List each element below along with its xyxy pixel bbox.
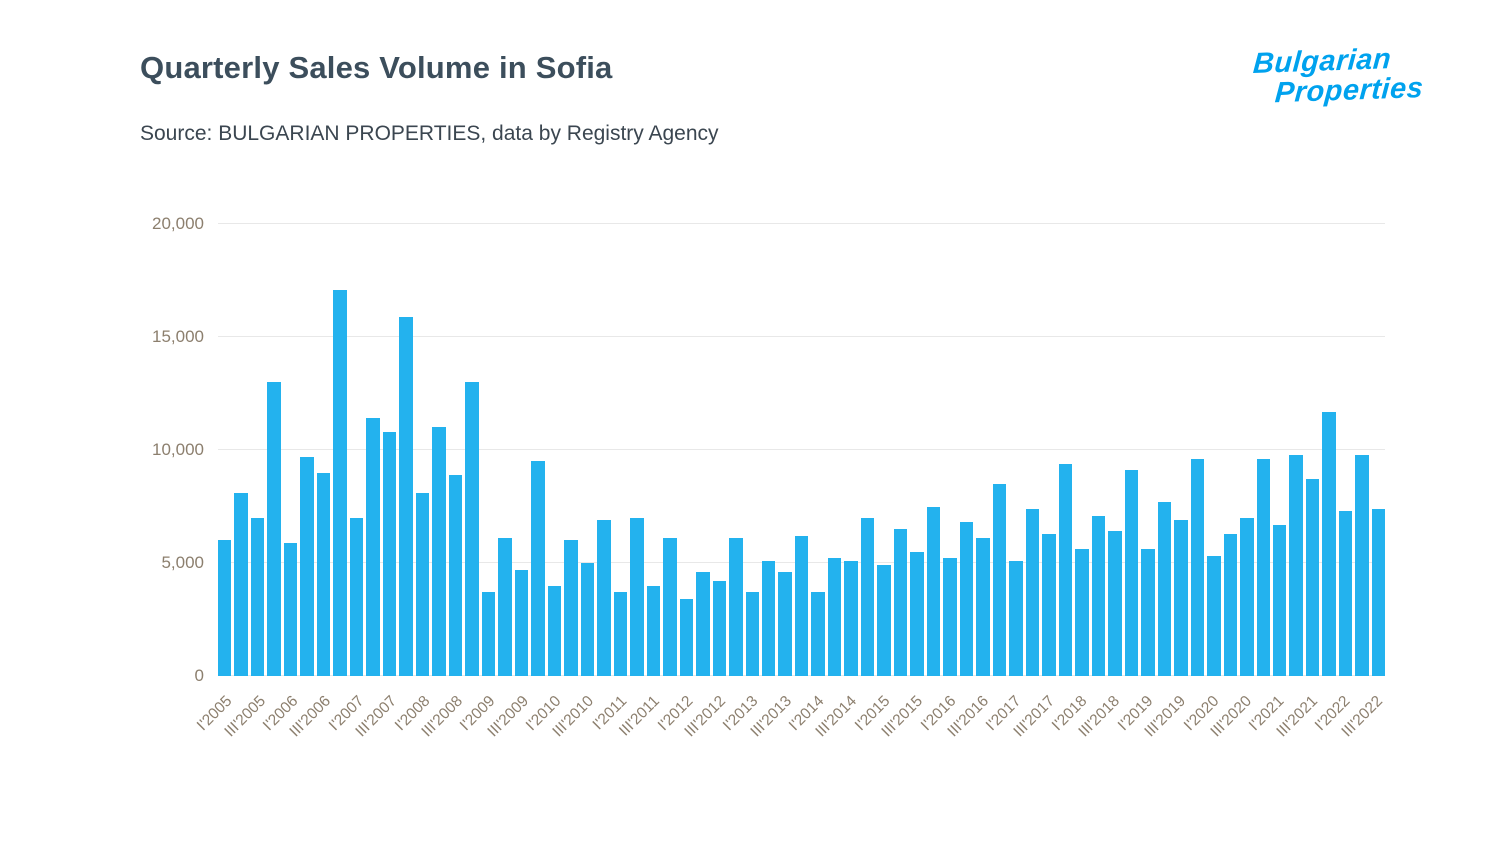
brand-logo: Bulgarian Properties [1249,43,1426,109]
bar-I'2021[interactable] [1273,524,1287,676]
bar-I'2006[interactable] [283,542,298,676]
bar-I'2017[interactable] [1009,560,1023,676]
y-axis-tick-label: 15,000 [152,327,204,346]
bar-I'2022[interactable] [1338,511,1353,676]
bar-IV'2013[interactable] [794,535,809,676]
bar-IV'2011[interactable] [663,538,677,676]
bar-chart: 0 5,000 10,000 15,000 20,000 I'2005 III'2005 I… [152,214,1386,740]
bar-II'2007[interactable] [366,418,380,676]
bar-IV'2008[interactable] [465,382,479,676]
bar-II'2009[interactable] [498,538,512,676]
y-axis-tick-label: 0 [194,666,204,685]
bar-I'2009[interactable] [481,592,496,676]
bar-III'2019[interactable] [1174,520,1188,676]
bar-III'2007[interactable] [382,431,397,676]
bar-II'2019[interactable] [1157,501,1172,676]
bar-IV'2016[interactable] [992,483,1007,676]
bar-II'2017[interactable] [1025,508,1040,676]
bar-III'2010[interactable] [580,563,595,676]
bar-II'2008[interactable] [432,427,446,676]
page-title: Quarterly Sales Volume in Sofia [140,50,613,85]
bar-III'2009[interactable] [514,569,529,676]
gridline [218,449,1385,450]
bar-II'2018[interactable] [1091,515,1106,676]
bar-IV'2014[interactable] [860,517,875,676]
bar-I'2020[interactable] [1207,556,1221,676]
bar-IV'2017[interactable] [1058,463,1073,676]
bar-I'2010[interactable] [547,585,562,676]
bar-II'2022[interactable] [1355,454,1369,676]
bar-III'2021[interactable] [1305,479,1320,676]
bar-I'2008[interactable] [415,492,430,676]
bar-II'2013[interactable] [761,560,776,676]
bar-II'2006[interactable] [300,456,314,676]
bar-I'2018[interactable] [1075,549,1089,676]
bar-IV'2007[interactable] [399,316,413,676]
plot-area [218,224,1386,676]
bar-I'2013[interactable] [745,592,759,676]
bar-III'2016[interactable] [976,538,990,676]
bar-II'2015[interactable] [893,529,908,676]
bar-III'2005[interactable] [250,517,265,676]
bar-I'2005[interactable] [218,540,232,676]
bar-IV'2006[interactable] [333,289,347,676]
bar-II'2021[interactable] [1289,454,1303,676]
bar-III'2014[interactable] [844,560,858,676]
bar-III'2008[interactable] [448,474,463,676]
bar-IV'2015[interactable] [926,506,941,676]
bar-I'2014[interactable] [811,592,825,676]
bar-III'2022[interactable] [1371,508,1386,676]
bar-II'2012[interactable] [696,572,710,676]
bar-III'2015[interactable] [910,551,924,676]
bar-IV'2018[interactable] [1124,470,1139,676]
bar-I'2011[interactable] [613,592,628,676]
y-axis-tick-label: 20,000 [152,214,204,233]
bar-IV'2019[interactable] [1190,459,1205,676]
bar-IV'2021[interactable] [1322,411,1336,676]
bar-I'2019[interactable] [1141,549,1155,676]
bar-III'2011[interactable] [646,585,661,676]
bar-III'2006[interactable] [316,472,331,676]
source-caption: Source: BULGARIAN PROPERTIES, data by Re… [140,122,719,145]
bar-IV'2009[interactable] [531,461,545,676]
bar-II'2011[interactable] [630,517,644,676]
x-axis: I'2005 III'2005 I'2006 III'2006 I'2007 III'20… [194,676,1386,756]
bar-I'2012[interactable] [679,599,694,676]
bar-III'2012[interactable] [712,581,727,676]
y-axis-tick-label: 5,000 [161,553,204,572]
bar-IV'2012[interactable] [729,538,743,676]
bar-III'2018[interactable] [1108,531,1122,676]
bar-I'2016[interactable] [943,558,957,676]
brand-logo-line2: Properties [1273,71,1425,110]
gridline [218,336,1385,337]
bar-II'2016[interactable] [959,522,974,676]
bar-IV'2020[interactable] [1256,459,1270,676]
gridline [218,223,1385,224]
bar-IV'2010[interactable] [597,520,611,676]
bar-III'2013[interactable] [778,572,792,676]
bar-II'2010[interactable] [564,540,578,676]
bar-III'2020[interactable] [1240,517,1254,676]
y-axis-tick-label: 10,000 [152,440,204,459]
bar-II'2020[interactable] [1223,533,1238,676]
bar-I'2007[interactable] [349,517,364,676]
bar-I'2015[interactable] [877,565,891,676]
bar-IV'2005[interactable] [267,382,281,676]
bar-II'2005[interactable] [234,492,248,676]
bar-III'2017[interactable] [1042,533,1056,676]
bar-II'2014[interactable] [827,558,842,676]
